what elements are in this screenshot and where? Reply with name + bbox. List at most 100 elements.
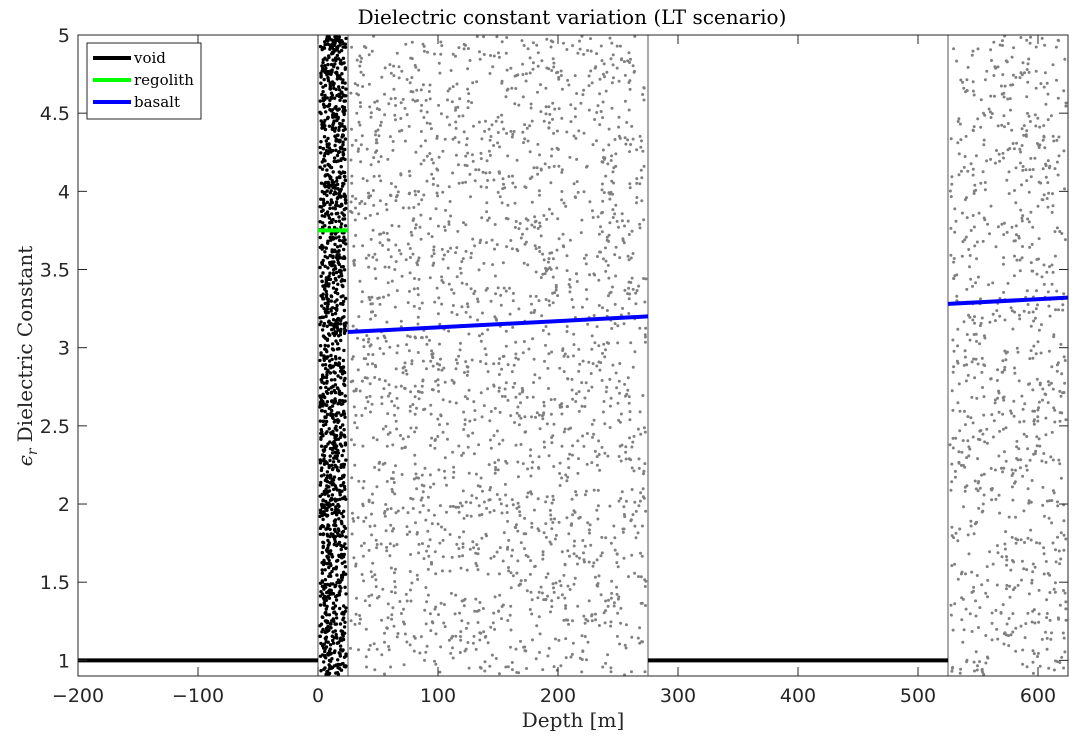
- scatter-point-regolith: [325, 39, 330, 43]
- scatter-point-basalt: [973, 315, 976, 319]
- scatter-point-basalt: [1051, 270, 1055, 274]
- scatter-point-basalt: [996, 396, 1000, 400]
- scatter-point-basalt: [436, 312, 440, 316]
- scatter-point-regolith: [339, 463, 343, 467]
- scatter-point-basalt: [550, 147, 554, 151]
- scatter-point-basalt: [524, 72, 528, 76]
- scatter-point-basalt: [512, 363, 516, 367]
- scatter-point-basalt: [565, 479, 569, 483]
- scatter-point-basalt: [523, 649, 527, 653]
- scatter-point-basalt: [357, 212, 361, 216]
- scatter-point-basalt: [1057, 308, 1060, 312]
- scatter-point-regolith: [343, 174, 347, 179]
- scatter-point-basalt: [979, 321, 983, 325]
- scatter-point-regolith: [325, 470, 330, 474]
- scatter-point-basalt: [547, 207, 551, 211]
- scatter-point-basalt: [479, 391, 483, 395]
- scatter-point-basalt: [1029, 324, 1033, 328]
- scatter-point-basalt: [536, 596, 540, 600]
- scatter-point-basalt: [482, 35, 486, 39]
- scatter-point-basalt: [388, 431, 392, 435]
- scatter-point-basalt: [617, 79, 621, 83]
- scatter-point-basalt: [500, 511, 504, 515]
- scatter-point-basalt: [407, 124, 411, 128]
- scatter-point-basalt: [475, 543, 479, 547]
- scatter-point-basalt: [413, 412, 417, 416]
- scatter-point-basalt: [452, 380, 456, 384]
- scatter-point-basalt: [484, 171, 488, 175]
- scatter-point-basalt: [364, 406, 367, 410]
- scatter-point-basalt: [589, 543, 593, 547]
- scatter-point-regolith: [342, 509, 346, 513]
- scatter-point-basalt: [982, 472, 986, 476]
- scatter-point-basalt: [1027, 311, 1031, 314]
- scatter-point-basalt: [1002, 156, 1005, 160]
- scatter-point-basalt: [494, 468, 497, 472]
- scatter-point-basalt: [461, 451, 465, 455]
- scatter-point-regolith: [337, 219, 342, 223]
- scatter-point-regolith: [342, 235, 346, 239]
- scatter-point-basalt: [593, 575, 597, 579]
- scatter-point-basalt: [1020, 183, 1023, 187]
- scatter-point-regolith: [335, 559, 339, 563]
- scatter-point-regolith: [333, 383, 338, 387]
- scatter-point-basalt: [422, 116, 426, 119]
- scatter-point-basalt: [1055, 289, 1059, 293]
- scatter-point-basalt: [407, 169, 411, 173]
- scatter-point-basalt: [631, 252, 635, 255]
- scatter-point-basalt: [956, 141, 960, 145]
- scatter-point-basalt: [388, 554, 392, 558]
- scatter-point-basalt: [995, 309, 999, 313]
- scatter-point-basalt: [506, 665, 510, 669]
- scatter-point-basalt: [1008, 97, 1012, 101]
- scatter-point-basalt: [477, 168, 481, 172]
- scatter-point-basalt: [381, 243, 384, 247]
- scatter-point-basalt: [389, 255, 393, 259]
- scatter-point-basalt: [1021, 648, 1025, 652]
- scatter-point-regolith: [331, 235, 335, 239]
- scatter-point-basalt: [514, 87, 518, 90]
- scatter-point-regolith: [318, 165, 322, 169]
- scatter-point-regolith: [320, 524, 324, 528]
- scatter-point-basalt: [526, 491, 530, 495]
- scatter-point-regolith: [328, 322, 332, 327]
- scatter-point-basalt: [408, 256, 412, 259]
- plot-area-frame: [77, 34, 1069, 677]
- scatter-point-basalt: [1026, 62, 1030, 66]
- scatter-point-basalt: [489, 486, 493, 489]
- scatter-point-regolith: [322, 448, 327, 452]
- scatter-point-basalt: [401, 506, 405, 510]
- scatter-point-basalt: [1025, 38, 1029, 42]
- scatter-point-regolith: [321, 363, 325, 367]
- scatter-point-basalt: [1002, 466, 1006, 470]
- scatter-point-basalt: [1001, 44, 1004, 47]
- scatter-point-regolith: [331, 606, 335, 610]
- scatter-point-basalt: [363, 202, 367, 206]
- scatter-point-basalt: [1012, 414, 1016, 418]
- scatter-point-basalt: [990, 413, 994, 417]
- scatter-point-basalt: [989, 377, 993, 381]
- scatter-point-basalt: [489, 625, 493, 629]
- scatter-point-basalt: [622, 60, 626, 64]
- scatter-point-basalt: [405, 113, 409, 117]
- scatter-point-basalt: [604, 89, 608, 93]
- scatter-point-basalt: [460, 504, 464, 508]
- scatter-point-basalt: [355, 58, 359, 62]
- scatter-point-basalt: [432, 177, 435, 181]
- scatter-point-basalt: [433, 52, 436, 56]
- scatter-point-basalt: [971, 128, 975, 132]
- scatter-point-basalt: [605, 70, 609, 74]
- scatter-point-regolith: [341, 294, 345, 298]
- scatter-point-basalt: [443, 469, 446, 473]
- scatter-point-basalt: [584, 262, 588, 266]
- scatter-point-basalt: [1062, 636, 1066, 640]
- scatter-point-regolith: [333, 186, 337, 190]
- scatter-point-basalt: [999, 611, 1003, 615]
- scatter-point-basalt: [638, 641, 642, 645]
- scatter-point-basalt: [392, 74, 396, 78]
- scatter-point-basalt: [368, 643, 372, 647]
- scatter-point-basalt: [458, 348, 462, 352]
- scatter-point-basalt: [586, 521, 590, 525]
- scatter-point-basalt: [351, 517, 355, 521]
- scatter-point-basalt: [949, 195, 953, 199]
